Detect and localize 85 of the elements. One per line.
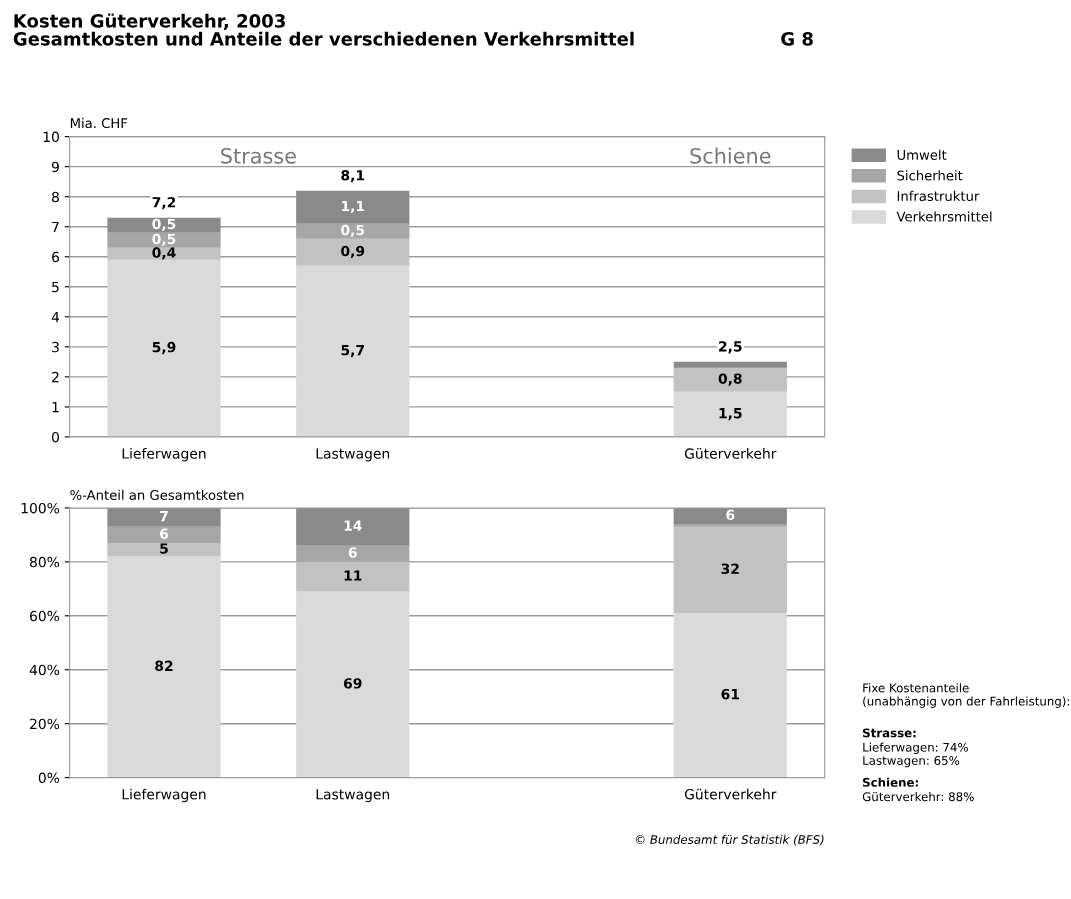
y-tick-label: 80%: [29, 556, 60, 568]
y-tick-label: 0%: [38, 772, 60, 784]
y-tick-label: 0: [51, 431, 59, 443]
data-label: 5,7: [341, 345, 364, 358]
chart-subtitle: Gesamtkosten und Anteile der verschiedenen Verkehrsmittel: [13, 31, 634, 46]
total-label: 7,2: [152, 197, 176, 210]
data-label: 0,5: [152, 218, 176, 232]
bar: [673, 507, 787, 525]
x-tick-label: Lastwagen: [316, 448, 390, 462]
data-label: 0,9: [341, 245, 365, 259]
data-label: 0,8: [718, 373, 742, 386]
text: © Bundesamt für Statistik (BFS): [635, 834, 824, 846]
bar: [296, 591, 410, 778]
y-tick-label: 20%: [30, 718, 60, 730]
chart-title: Kosten Güterverkehr, 2003: [14, 13, 285, 31]
total-label: 2,5: [719, 341, 742, 354]
data-label: 1,5: [719, 408, 742, 421]
bar: [673, 367, 787, 392]
x-tick-label: Lastwagen: [316, 789, 390, 803]
y-tick-label: 9: [51, 161, 59, 173]
y-tick-label: 8: [52, 191, 59, 203]
y-tick-label: 4: [51, 311, 60, 323]
x-tick-label: Güterverkehr: [684, 448, 777, 459]
annotation: Strasse: [221, 147, 296, 164]
bar: [107, 217, 221, 233]
data-label: 6: [726, 509, 735, 521]
x-tick-label: Lieferwagen: [122, 448, 206, 462]
bar: [673, 613, 787, 778]
bar: [107, 259, 221, 437]
y-tick-label: 3: [52, 341, 59, 353]
legend-label: Umwelt: [897, 149, 947, 160]
data-label: 0,4: [152, 247, 176, 260]
y-tick-label: 5: [52, 281, 59, 293]
data-label: 11: [344, 570, 362, 581]
y-tick-label: 7: [52, 221, 59, 232]
data-label: 7: [160, 511, 168, 522]
x-tick-label: Lieferwagen: [122, 788, 206, 803]
y-tick-label: 6: [52, 251, 60, 263]
text: Fixe Kostenanteile (unabhängig von der Fahrleistung):: [863, 683, 1070, 708]
data-label: 61: [721, 688, 739, 700]
text: Lieferwagen: 74% Lastwagen: 65%: [863, 742, 968, 768]
total-label: 8,1: [341, 169, 365, 183]
bar: [296, 507, 410, 546]
y-tick-label: 100%: [21, 502, 60, 514]
bar: [296, 190, 410, 224]
bar: [107, 232, 221, 248]
y-tick-label: 60%: [29, 610, 60, 622]
y-axis-title: %-Anteil an Gesamtkosten: [70, 489, 244, 500]
text: G 8: [781, 32, 813, 46]
data-label: 6: [348, 547, 357, 558]
bar: [296, 265, 410, 437]
bar: [673, 526, 787, 614]
bar: [296, 238, 410, 266]
data-label: 0,5: [152, 233, 176, 247]
text: Schiene:: [863, 777, 918, 787]
data-label: 32: [721, 563, 739, 574]
bar: [107, 556, 221, 778]
text: Strasse:: [863, 728, 916, 738]
data-label: 14: [344, 520, 362, 531]
bar: [107, 543, 221, 557]
bar: [673, 361, 787, 368]
bar: [107, 526, 221, 543]
bar: [673, 391, 787, 437]
bar: [107, 247, 221, 260]
data-label: 5,9: [152, 341, 176, 355]
data-label: 0,5: [341, 224, 365, 238]
y-tick-label: 1: [52, 402, 59, 413]
bar: [296, 561, 410, 592]
legend-label: Verkehrsmittel: [896, 211, 992, 222]
legend-label: Sicherheit: [897, 170, 963, 181]
legend-label: Infrastruktur: [897, 190, 980, 202]
data-label: 1,1: [342, 200, 365, 214]
annotation: Schiene: [690, 147, 771, 164]
data-label: 6: [160, 528, 169, 539]
bar: [673, 524, 787, 527]
x-tick-label: Güterverkehr: [684, 788, 777, 800]
y-tick-label: 40%: [29, 664, 60, 676]
text: Güterverkehr: 88%: [862, 792, 974, 802]
bar: [107, 507, 221, 527]
data-label: 82: [155, 660, 173, 672]
data-label: 69: [343, 678, 362, 689]
y-tick-label: 2: [52, 371, 59, 383]
data-label: 5: [160, 543, 168, 554]
y-axis-title: Mia. CHF: [70, 117, 128, 129]
y-tick-label: 10: [43, 131, 59, 143]
